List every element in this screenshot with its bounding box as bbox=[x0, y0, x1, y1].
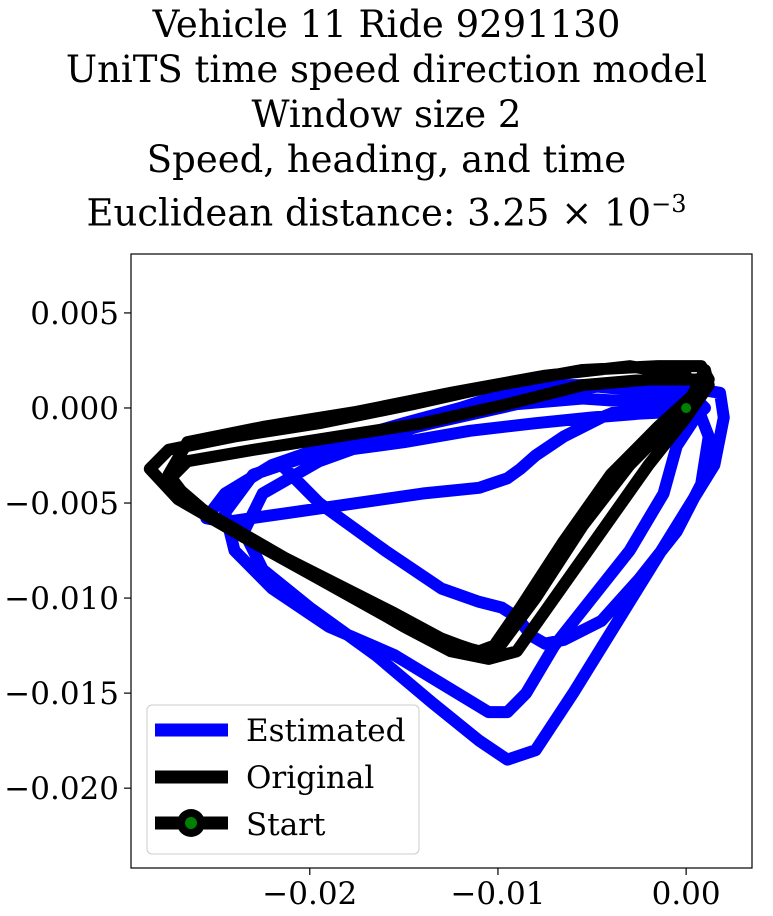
x-tick-label: −0.02 bbox=[262, 876, 357, 912]
metric-times: × bbox=[561, 191, 593, 235]
title-line-2: UniTS time speed direction model bbox=[65, 48, 708, 91]
legend-start-label: Start bbox=[246, 807, 326, 843]
y-tick-label: 0.000 bbox=[30, 391, 119, 427]
series-estimated-line bbox=[200, 377, 730, 766]
title-line-3: Window size 2 bbox=[251, 93, 522, 136]
metric-label: Euclidean distance: bbox=[86, 191, 468, 235]
chart-title: Vehicle 11 Ride 9291130 UniTS time speed… bbox=[0, 2, 773, 235]
legend-estimated-label: Estimated bbox=[246, 713, 405, 749]
title-line-4: Speed, heading, and time bbox=[146, 138, 627, 181]
series-layer bbox=[143, 360, 730, 766]
start-marker bbox=[681, 402, 692, 413]
title-line-1: Vehicle 11 Ride 9291130 bbox=[152, 3, 621, 46]
series-original-line bbox=[143, 360, 715, 665]
x-tick-label: 0.00 bbox=[652, 876, 721, 912]
ticks-layer: −0.02 −0.01 0.00 0.005 0.000 −0.005 −0.010 −0.0… bbox=[4, 296, 720, 912]
legend: Estimated Original Start bbox=[146, 704, 420, 855]
y-tick-label: −0.015 bbox=[4, 676, 119, 712]
x-tick-label: −0.01 bbox=[450, 876, 545, 912]
y-tick-label: −0.005 bbox=[4, 486, 119, 522]
legend-original-label: Original bbox=[246, 760, 374, 796]
metric-mantissa: 3.25 bbox=[467, 191, 550, 235]
y-tick-label: 0.005 bbox=[30, 296, 119, 332]
title-line-5: Euclidean distance: 3.25 × 10−3 bbox=[0, 182, 773, 235]
y-tick-label: −0.020 bbox=[4, 771, 119, 807]
legend-start-marker-core bbox=[185, 817, 197, 829]
metric-exponent: −3 bbox=[651, 190, 687, 218]
axes-frame bbox=[130, 253, 753, 869]
metric-base: 10 bbox=[604, 191, 652, 235]
y-tick-label: −0.010 bbox=[4, 581, 119, 617]
